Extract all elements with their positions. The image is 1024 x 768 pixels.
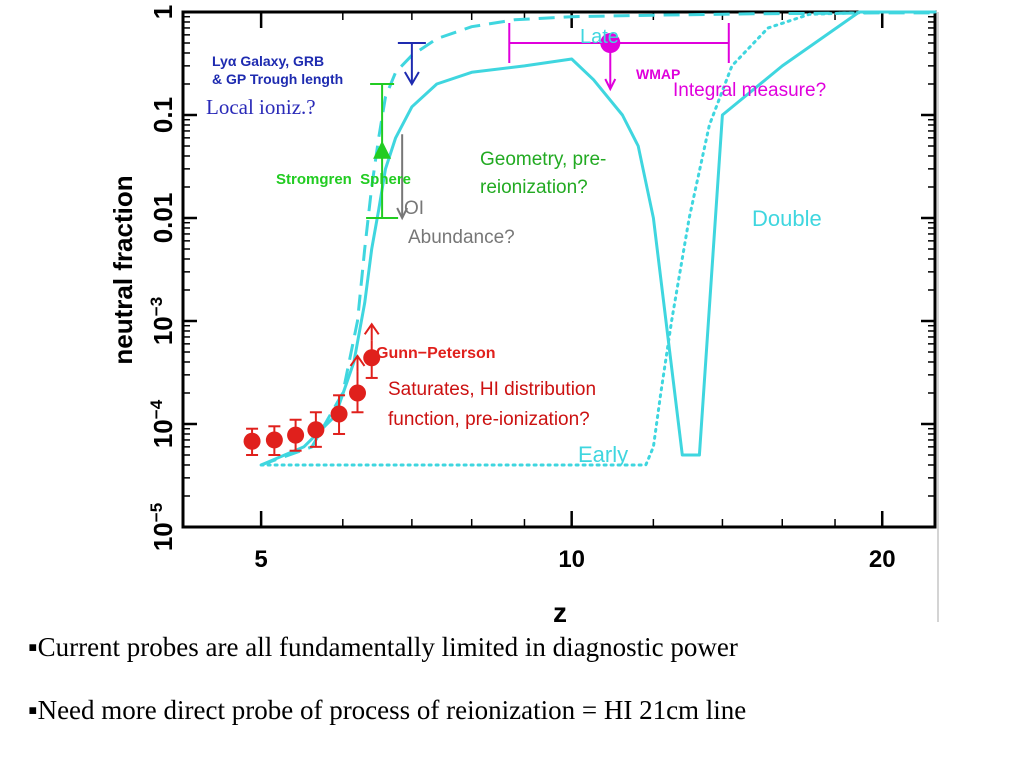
x-tick-label: 10 bbox=[558, 546, 585, 573]
geometry-label-line1: Geometry, pre- bbox=[480, 149, 606, 170]
wmap-label: WMAP bbox=[636, 66, 680, 82]
saturates-label-line1: Saturates, HI distribution bbox=[388, 379, 596, 400]
y-tick-label: 0.01 bbox=[148, 193, 178, 244]
chart: 1 0.1 0.01 10−3 10−4 10−5 5 10 20 z neutral fra… bbox=[108, 5, 939, 628]
oi-label-line1: OI bbox=[404, 198, 424, 219]
gp-point bbox=[243, 432, 261, 450]
y-tick-label: 10−4 bbox=[147, 399, 178, 448]
lya-label-line2: & GP Trough length bbox=[212, 71, 343, 87]
double-label: Double bbox=[752, 206, 822, 231]
x-axis-label: z bbox=[553, 597, 567, 628]
gp-limit-arrowhead bbox=[349, 354, 366, 367]
gp-point bbox=[363, 349, 381, 367]
oi-arrowhead bbox=[396, 207, 409, 221]
oi-label-line2: Abundance? bbox=[408, 227, 515, 248]
x-tick-label: 20 bbox=[869, 546, 896, 573]
y-tick-label: 0.1 bbox=[148, 97, 178, 133]
y-axis-label: neutral fraction bbox=[108, 175, 138, 364]
saturates-label-line2: function, pre-ionization? bbox=[388, 409, 590, 430]
series-line-late bbox=[260, 11, 935, 467]
series-layer bbox=[259, 10, 937, 467]
stromgren-triangle bbox=[373, 140, 392, 159]
bullet-limited-probes: ▪Current probes are all fundamentally li… bbox=[28, 632, 738, 662]
gp-point bbox=[287, 426, 305, 444]
gp-point bbox=[348, 384, 366, 402]
gp-point bbox=[330, 405, 348, 423]
marker-layer bbox=[243, 23, 730, 457]
bullet-21cm-probe: ▪Need more direct probe of process of re… bbox=[28, 695, 747, 725]
gp-point bbox=[307, 421, 325, 439]
lya-label-line1: Lyα Galaxy, GRB bbox=[212, 53, 324, 69]
early-label: Early bbox=[578, 442, 628, 467]
late-label: Late bbox=[580, 26, 619, 48]
y-tick-label: 10−5 bbox=[147, 503, 178, 551]
y-axis-ticks: 1 0.1 0.01 10−3 10−4 10−5 bbox=[147, 5, 935, 551]
y-tick-label: 10−3 bbox=[147, 297, 178, 345]
geometry-label-line2: reionization? bbox=[480, 177, 588, 198]
series-line-early bbox=[259, 10, 937, 467]
lya-arrowhead bbox=[404, 71, 420, 86]
integral-measure-label: Integral measure? bbox=[673, 80, 826, 101]
stromgren-label: Stromgren Sphere bbox=[276, 171, 411, 188]
y-tick-label: 1 bbox=[148, 5, 178, 19]
gunn-peterson-label: Gunn−Peterson bbox=[376, 345, 496, 362]
wmap-arrowhead bbox=[604, 78, 617, 92]
plot-frame bbox=[181, 10, 937, 529]
x-tick-label: 5 bbox=[254, 546, 267, 573]
local-ioniz-label: Local ioniz.? bbox=[206, 95, 316, 119]
gp-limit-arrowhead bbox=[363, 322, 380, 335]
series-line-double bbox=[260, 10, 935, 467]
gp-point bbox=[265, 431, 283, 449]
wmap-point bbox=[600, 33, 621, 54]
